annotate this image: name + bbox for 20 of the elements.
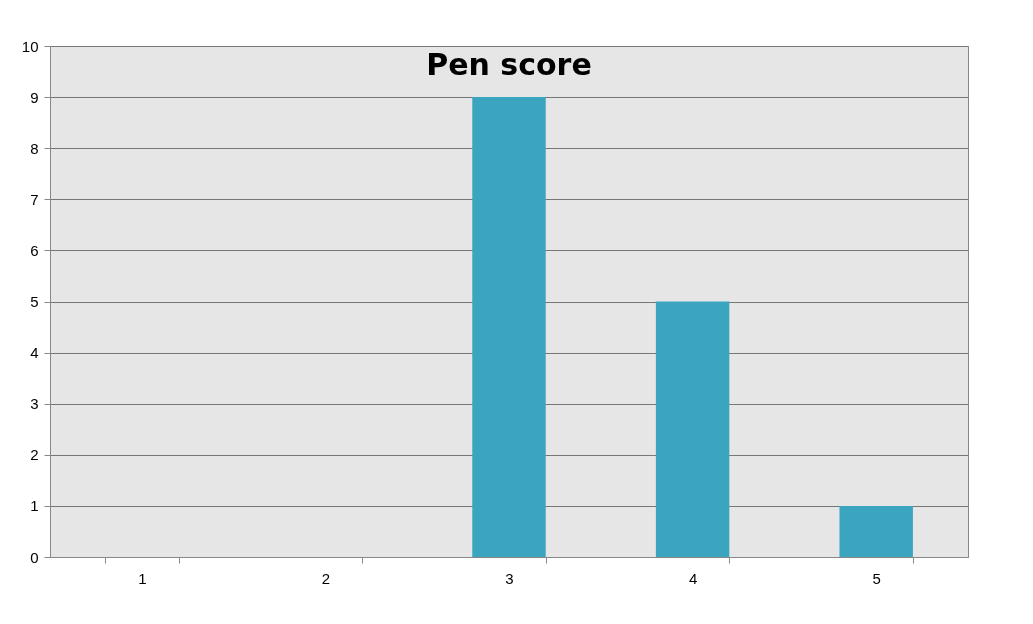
y-tick-label: 2 [30,446,39,464]
y-tick-label: 3 [30,395,39,413]
x-tick-label: 2 [321,569,331,587]
x-tick-label: 3 [505,569,514,587]
x-tick-label: 4 [688,569,698,587]
bar [472,97,546,557]
x-tick-label: 1 [138,569,147,587]
y-tick-label: 5 [30,293,39,310]
chart-title: Pen score [426,47,592,82]
y-tick-label: 7 [30,190,39,208]
bar [655,301,730,557]
y-tick-label: 9 [30,88,39,106]
x-tick-label: 5 [872,569,881,587]
bar [839,505,913,557]
y-tick-label: 4 [30,344,39,362]
y-tick-label: 0 [30,548,39,566]
y-tick-label: 8 [30,139,39,157]
y-tick-label: 1 [30,497,39,515]
y-tick-label: 6 [30,241,39,259]
y-tick-label: 10 [21,37,39,55]
